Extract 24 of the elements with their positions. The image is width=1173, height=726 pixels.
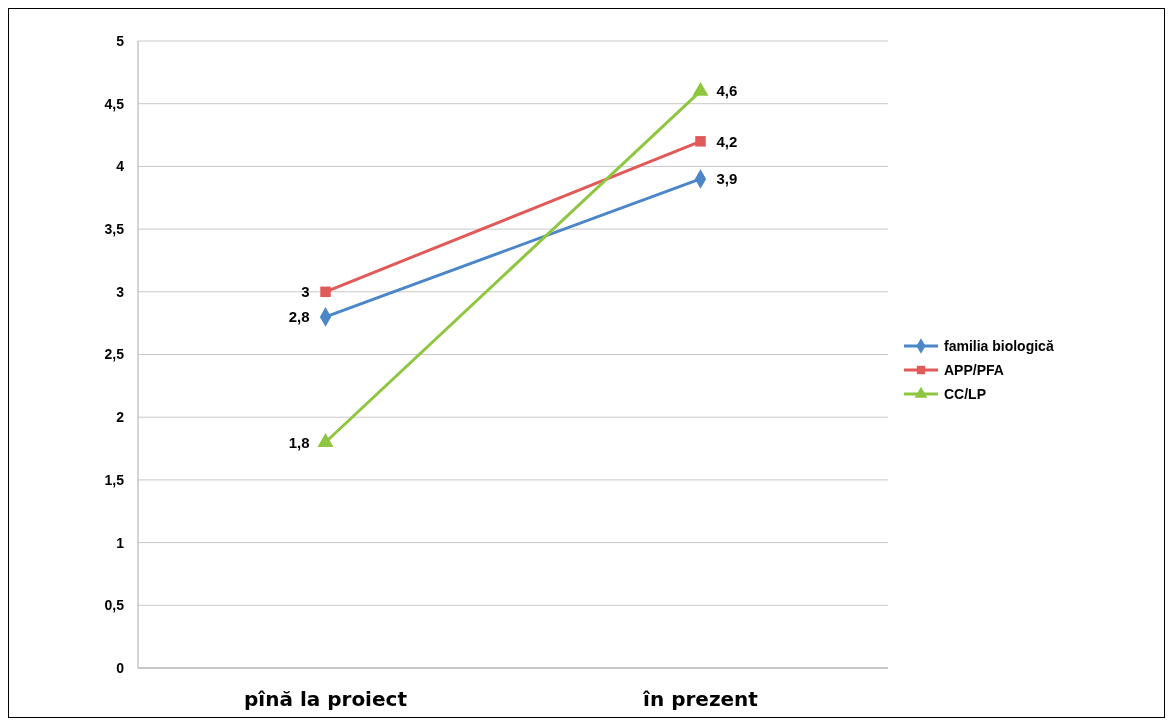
data-label: 4,6 [716, 82, 738, 100]
data-label: 1,8 [288, 433, 310, 451]
x-tick-label: în prezent [642, 687, 759, 711]
data-label: 4,2 [716, 132, 738, 150]
y-tick-label: 4,5 [104, 95, 125, 112]
legend-label: CC/LP [944, 385, 986, 402]
point [695, 136, 706, 147]
y-tick-label: 4 [116, 158, 125, 175]
y-tick-label: 0 [116, 659, 125, 676]
data-label: 2,8 [288, 308, 310, 326]
y-tick-label: 1 [116, 534, 125, 551]
data-label: 3 [301, 283, 310, 301]
y-tick-label: 5 [116, 32, 125, 49]
y-tick-label: 3 [116, 283, 125, 300]
y-tick-label: 2 [116, 409, 125, 426]
y-tick-label: 1,5 [104, 471, 125, 488]
y-tick-label: 3,5 [104, 221, 125, 237]
x-tick-label: pînă la proiect [244, 687, 408, 711]
legend-label: APP/PFA [944, 361, 1004, 378]
y-tick-label: 0,5 [104, 597, 125, 614]
point [320, 286, 331, 298]
legend-label: familia biologică [944, 337, 1054, 354]
data-label: 3,9 [716, 170, 738, 188]
y-tick-label: 2,5 [104, 346, 125, 363]
